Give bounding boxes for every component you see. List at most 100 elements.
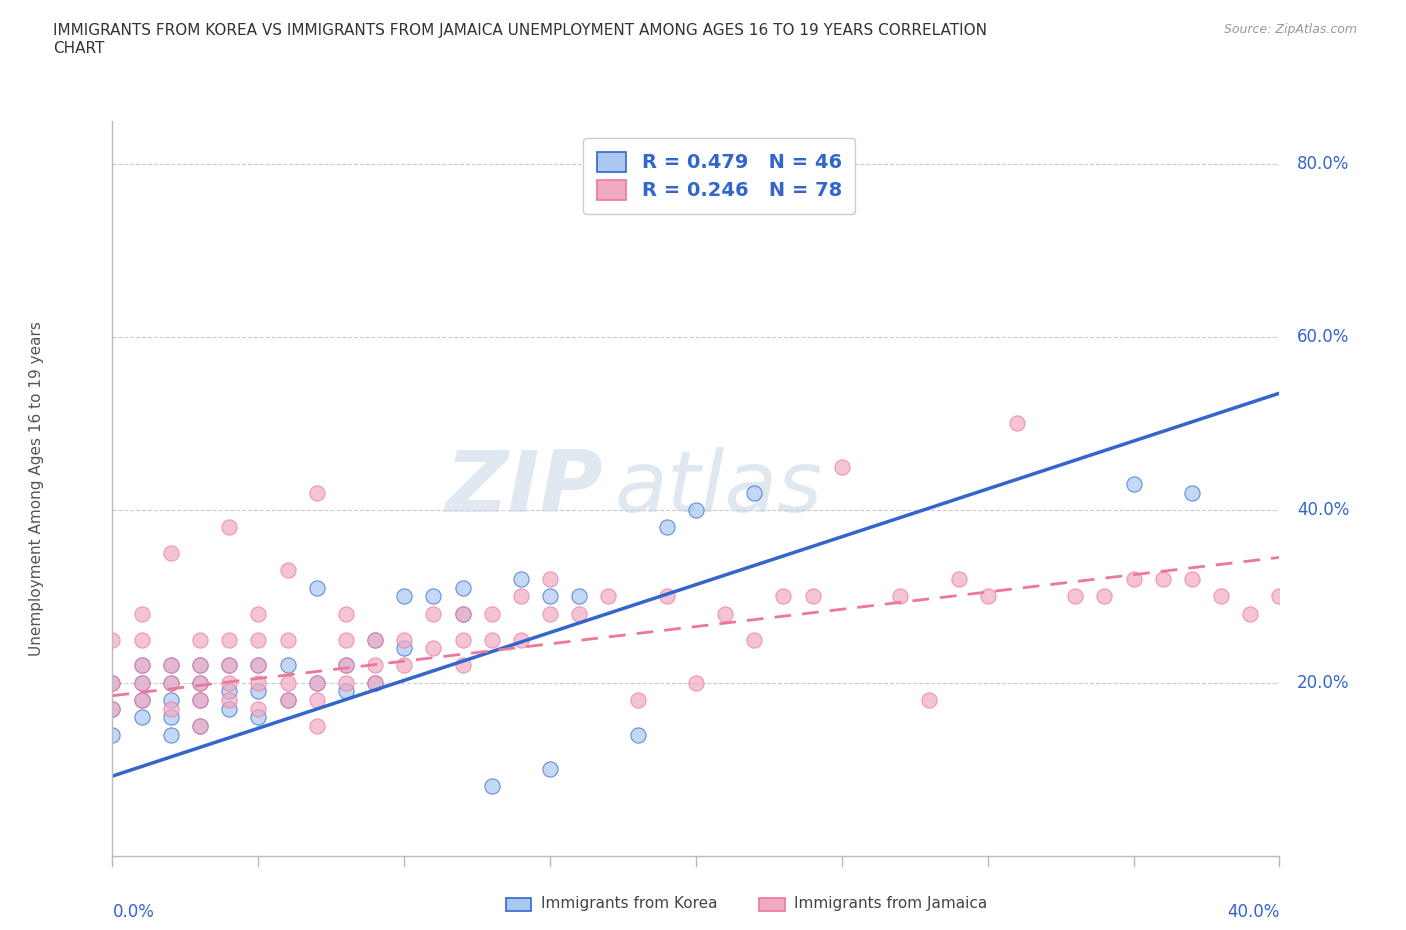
Point — [801, 589, 824, 604]
Point — [1181, 572, 1204, 587]
Point — [1209, 589, 1232, 604]
Point — [538, 606, 561, 621]
Point — [160, 675, 183, 690]
Text: 80.0%: 80.0% — [1296, 155, 1350, 173]
Point — [247, 606, 270, 621]
Point — [685, 675, 707, 690]
Point — [131, 606, 153, 621]
Point — [101, 701, 124, 716]
Point — [305, 719, 328, 734]
Text: 60.0%: 60.0% — [1296, 328, 1350, 346]
Point — [364, 658, 387, 673]
Point — [1122, 476, 1144, 491]
Point — [218, 632, 240, 647]
Point — [714, 606, 737, 621]
Point — [101, 675, 124, 690]
Point — [131, 658, 153, 673]
Point — [451, 580, 474, 595]
Point — [335, 606, 357, 621]
Point — [948, 572, 970, 587]
Point — [101, 701, 124, 716]
Point — [160, 693, 183, 708]
Point — [188, 675, 211, 690]
Point — [364, 675, 387, 690]
Point — [305, 675, 328, 690]
Point — [655, 520, 678, 535]
Point — [188, 719, 211, 734]
Point — [742, 632, 765, 647]
Point — [188, 693, 211, 708]
Point — [1094, 589, 1116, 604]
Point — [188, 658, 211, 673]
Text: 40.0%: 40.0% — [1227, 903, 1279, 921]
Point — [335, 658, 357, 673]
Point — [1181, 485, 1204, 500]
Point — [1152, 572, 1174, 587]
Point — [247, 632, 270, 647]
Text: Unemployment Among Ages 16 to 19 years: Unemployment Among Ages 16 to 19 years — [30, 321, 44, 656]
Point — [160, 658, 183, 673]
Point — [305, 580, 328, 595]
Point — [188, 632, 211, 647]
Point — [131, 675, 153, 690]
Point — [160, 658, 183, 673]
Point — [364, 675, 387, 690]
Point — [394, 658, 416, 673]
Point — [218, 658, 240, 673]
Text: 40.0%: 40.0% — [1296, 501, 1350, 519]
Point — [918, 693, 941, 708]
Point — [538, 762, 561, 777]
Point — [742, 485, 765, 500]
Point — [247, 658, 270, 673]
Point — [568, 606, 591, 621]
Point — [481, 779, 503, 794]
Point — [276, 563, 298, 578]
Point — [335, 632, 357, 647]
Point — [276, 693, 298, 708]
Point — [218, 693, 240, 708]
Point — [627, 693, 650, 708]
Text: IMMIGRANTS FROM KOREA VS IMMIGRANTS FROM JAMAICA UNEMPLOYMENT AMONG AGES 16 TO 1: IMMIGRANTS FROM KOREA VS IMMIGRANTS FROM… — [53, 23, 987, 56]
Point — [218, 675, 240, 690]
Point — [422, 606, 444, 621]
Point — [364, 632, 387, 647]
Point — [598, 589, 620, 604]
Point — [247, 710, 270, 724]
Point — [276, 658, 298, 673]
Point — [160, 701, 183, 716]
Point — [160, 546, 183, 561]
Point — [131, 693, 153, 708]
Point — [276, 675, 298, 690]
Point — [772, 589, 794, 604]
Point — [335, 684, 357, 698]
Point — [394, 641, 416, 656]
Point — [101, 675, 124, 690]
Point — [1122, 572, 1144, 587]
Point — [627, 727, 650, 742]
Point — [276, 693, 298, 708]
Point — [131, 693, 153, 708]
Text: Immigrants from Korea: Immigrants from Korea — [541, 897, 718, 911]
Point — [422, 641, 444, 656]
Point — [218, 684, 240, 698]
Point — [131, 675, 153, 690]
Point — [509, 572, 531, 587]
Point — [509, 589, 531, 604]
Point — [218, 701, 240, 716]
Point — [131, 658, 153, 673]
Point — [188, 658, 211, 673]
Point — [889, 589, 911, 604]
Point — [218, 658, 240, 673]
Text: 20.0%: 20.0% — [1296, 673, 1350, 692]
Point — [451, 658, 474, 673]
Point — [422, 589, 444, 604]
Point — [131, 632, 153, 647]
Point — [655, 589, 678, 604]
Point — [1268, 589, 1291, 604]
Point — [1239, 606, 1261, 621]
Point — [364, 632, 387, 647]
Point — [831, 459, 853, 474]
Text: Immigrants from Jamaica: Immigrants from Jamaica — [794, 897, 987, 911]
Point — [481, 632, 503, 647]
Point — [481, 606, 503, 621]
